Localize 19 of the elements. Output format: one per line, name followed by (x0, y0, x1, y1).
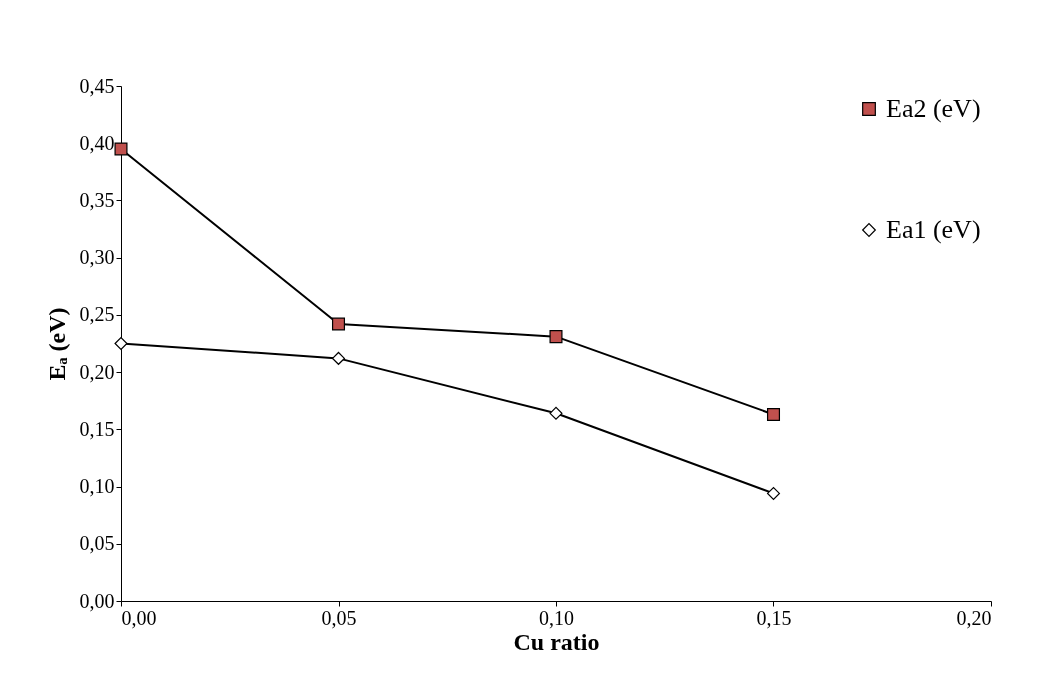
y-tick-label: 0,30 (79, 246, 115, 269)
y-tick-label: 0,25 (79, 303, 115, 326)
y-tick-label: 0,00 (79, 589, 115, 612)
y-tick-label: 0,35 (79, 188, 115, 211)
x-tick-label: 0,05 (321, 606, 357, 629)
x-tick-label: 0,00 (121, 606, 157, 629)
x-axis-title: Cu ratio (513, 628, 600, 655)
y-tick-label: 0,10 (79, 475, 115, 498)
y-tick-label: 0,20 (79, 360, 115, 383)
legend-label: Ea1 (eV) (886, 215, 981, 244)
y-tick-label: 0,05 (79, 532, 115, 555)
y-tick-label: 0,40 (79, 131, 115, 154)
legend-label: Ea2 (eV) (886, 94, 981, 123)
y-tick-label: 0,45 (79, 74, 115, 97)
x-tick-label: 0,15 (756, 606, 792, 629)
x-tick-label: 0,10 (539, 606, 574, 629)
x-tick-label: 0,20 (956, 606, 992, 629)
y-axis-title: Eₐ (eV) (43, 307, 70, 381)
y-tick-label: 0,15 (79, 417, 115, 440)
